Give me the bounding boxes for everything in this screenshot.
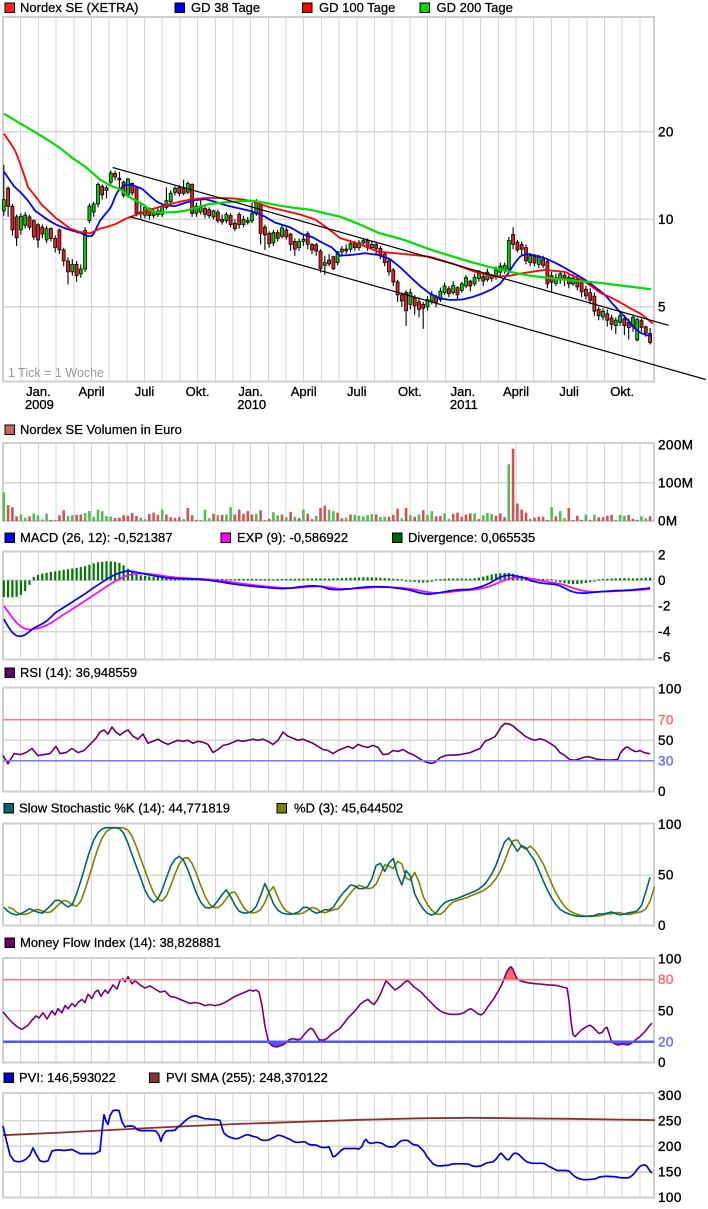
svg-text:Divergence: 0,065535: Divergence: 0,065535 (408, 530, 535, 545)
svg-text:April: April (503, 384, 529, 399)
svg-text:MACD (26, 12): -0,521387: MACD (26, 12): -0,521387 (20, 530, 172, 545)
svg-text:PVI: 146,593022: PVI: 146,593022 (19, 1070, 116, 1085)
svg-text:2: 2 (658, 547, 666, 562)
svg-text:2010: 2010 (237, 397, 266, 412)
svg-text:Okt.: Okt. (610, 384, 634, 399)
svg-text:50: 50 (658, 868, 674, 883)
svg-text:GD 200 Tage: GD 200 Tage (437, 0, 513, 15)
svg-text:PVI SMA (255): 248,370122: PVI SMA (255): 248,370122 (166, 1070, 328, 1085)
svg-text:50: 50 (658, 733, 674, 748)
svg-text:70: 70 (658, 712, 674, 727)
svg-text:0: 0 (658, 573, 666, 588)
svg-text:200M: 200M (658, 437, 693, 452)
svg-text:300: 300 (658, 1088, 682, 1103)
svg-text:0M: 0M (658, 514, 678, 529)
svg-text:10: 10 (658, 212, 674, 227)
svg-text:250: 250 (658, 1113, 682, 1128)
svg-text:Okt.: Okt. (186, 384, 210, 399)
svg-text:%D (3): 45,644502: %D (3): 45,644502 (294, 801, 403, 816)
svg-text:Jan.: Jan. (26, 384, 51, 399)
svg-text:Money Flow Index (14): 38,8288: Money Flow Index (14): 38,828881 (20, 935, 221, 950)
svg-text:Juli: Juli (347, 384, 367, 399)
svg-text:5: 5 (658, 299, 666, 314)
svg-text:RSI (14): 36,948559: RSI (14): 36,948559 (20, 665, 137, 680)
svg-text:-2: -2 (658, 599, 671, 614)
svg-text:April: April (78, 384, 104, 399)
svg-text:200: 200 (658, 1139, 682, 1154)
svg-text:Jan.: Jan. (238, 384, 263, 399)
svg-text:30: 30 (658, 753, 674, 768)
svg-text:Juli: Juli (135, 384, 155, 399)
svg-text:0: 0 (658, 784, 666, 799)
svg-text:-4: -4 (658, 624, 671, 639)
svg-text:Nordex SE Volumen in Euro: Nordex SE Volumen in Euro (20, 422, 182, 437)
svg-text:0: 0 (658, 1055, 666, 1070)
svg-text:Okt.: Okt. (398, 384, 422, 399)
svg-text:100: 100 (658, 952, 682, 967)
svg-text:-6: -6 (658, 650, 671, 665)
svg-text:0: 0 (658, 918, 666, 933)
svg-text:20: 20 (658, 1034, 674, 1049)
svg-text:100: 100 (658, 1190, 682, 1205)
svg-text:EXP (9): -0,586922: EXP (9): -0,586922 (237, 530, 348, 545)
svg-text:GD 100 Tage: GD 100 Tage (319, 0, 395, 15)
svg-text:Juli: Juli (559, 384, 579, 399)
svg-text:100: 100 (658, 817, 682, 832)
svg-text:80: 80 (658, 972, 674, 987)
svg-text:2011: 2011 (450, 397, 478, 412)
svg-text:100M: 100M (658, 475, 693, 490)
svg-text:Nordex SE (XETRA): Nordex SE (XETRA) (20, 0, 138, 15)
svg-text:1 Tick = 1 Woche: 1 Tick = 1 Woche (8, 366, 104, 380)
svg-text:50: 50 (658, 1003, 674, 1018)
svg-text:April: April (291, 384, 317, 399)
svg-text:150: 150 (658, 1165, 682, 1180)
svg-text:2009: 2009 (25, 397, 54, 412)
svg-text:100: 100 (658, 682, 682, 697)
svg-text:GD 38 Tage: GD 38 Tage (191, 0, 260, 15)
svg-text:Slow Stochastic %K (14): 44,77: Slow Stochastic %K (14): 44,771819 (19, 801, 230, 816)
svg-text:20: 20 (658, 124, 674, 139)
svg-text:Jan.: Jan. (451, 384, 476, 399)
